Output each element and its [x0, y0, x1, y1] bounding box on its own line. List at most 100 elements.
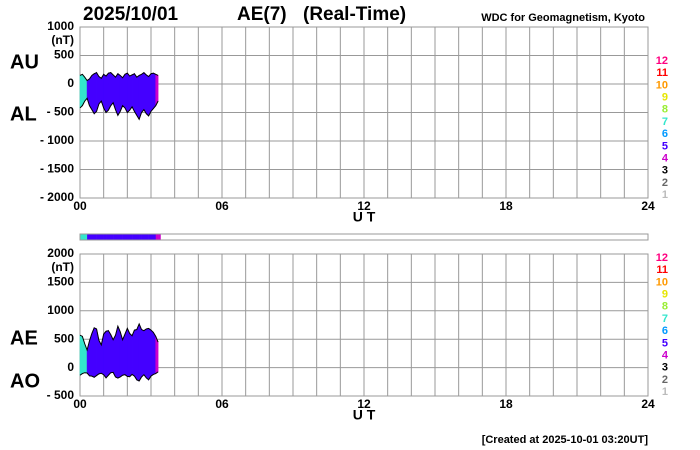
legend-entry: 2	[662, 374, 668, 386]
band-segment	[127, 72, 130, 114]
series-label: AE	[10, 327, 38, 349]
y-tick-label: 500	[54, 48, 74, 62]
x-tick-label: 06	[215, 199, 229, 213]
station-strip-segment	[143, 234, 147, 240]
band-segment	[127, 328, 130, 378]
station-strip-segment	[82, 234, 86, 240]
station-strip-segment	[84, 234, 88, 240]
station-strip-segment	[101, 234, 104, 240]
title-mode: (Real-Time)	[303, 4, 406, 25]
station-strip-segment	[96, 234, 100, 240]
band-segment	[91, 73, 95, 115]
band-segment	[143, 328, 147, 379]
band-segment	[145, 328, 149, 381]
legend-entry: 8	[662, 104, 668, 116]
station-strip-segment	[89, 234, 93, 240]
band-segment	[98, 340, 102, 375]
legend-entry: 9	[662, 92, 668, 104]
station-strip-frame	[79, 233, 649, 241]
band-segment	[112, 335, 116, 378]
legend-entry: 10	[656, 79, 668, 91]
legend-entry: 11	[656, 67, 668, 79]
legend-entry: 1	[662, 189, 668, 201]
band-segment	[79, 334, 83, 376]
band-segment	[124, 72, 128, 113]
station-strip-segment	[91, 234, 95, 240]
band-segment	[103, 73, 107, 113]
x-tick-label: 24	[641, 397, 655, 411]
band-segment	[105, 330, 109, 379]
x-tick-label: 00	[73, 199, 87, 213]
station-strip-segment	[139, 234, 142, 240]
plot-frame	[79, 253, 649, 397]
band-segment	[131, 329, 135, 377]
legend-entry: 11	[656, 264, 668, 276]
band-segment	[117, 326, 121, 379]
station-strip-segment	[141, 234, 145, 240]
band-segment	[93, 72, 97, 115]
band-segment	[93, 327, 97, 378]
y-tick-label: - 2000	[40, 190, 74, 204]
station-strip-segment	[106, 234, 109, 240]
legend-entry: 10	[656, 276, 668, 288]
band-segment	[122, 333, 126, 376]
band-segment	[105, 72, 109, 114]
station-strip-segment	[151, 234, 154, 240]
band-segment	[138, 323, 142, 383]
band-segment	[129, 332, 133, 378]
y-tick-label: - 1000	[40, 133, 74, 147]
series-label: AO	[10, 370, 40, 392]
station-strip-segment	[87, 234, 90, 240]
band-segment	[153, 72, 157, 110]
title-date: 2025/10/01	[83, 4, 179, 25]
legend-entry: 5	[662, 337, 668, 349]
band-segment	[153, 331, 157, 375]
band-segment	[98, 76, 102, 105]
band-segment	[141, 329, 145, 378]
y-tick-label: 0	[67, 76, 74, 90]
legend-entry: 4	[662, 153, 669, 165]
series-label: AL	[10, 103, 37, 125]
station-strip-segment	[108, 234, 112, 240]
station-strip-segment	[153, 234, 157, 240]
band-segment	[117, 73, 121, 117]
station-strip-segment	[115, 234, 119, 240]
y-tick-label: 1500	[47, 275, 74, 289]
x-tick-label: 18	[499, 199, 513, 213]
legend-entry: 12	[656, 55, 668, 67]
band-segment	[110, 71, 114, 107]
band-segment	[134, 72, 138, 117]
station-strip-segment	[155, 234, 159, 240]
legend-entry: 9	[662, 289, 668, 301]
legend-entry: 6	[662, 128, 668, 140]
band-segment	[79, 73, 83, 109]
band-segment	[89, 74, 93, 111]
band-segment	[108, 72, 112, 111]
band-segment	[134, 329, 138, 381]
y-tick-label: 1000	[47, 19, 74, 33]
legend-entry: 2	[662, 177, 668, 189]
x-tick-label: 24	[641, 199, 655, 213]
station-strip-segment	[122, 234, 126, 240]
band-segment	[148, 327, 152, 381]
y-tick-label: 2000	[47, 246, 74, 260]
band-segment	[150, 329, 154, 377]
band-segment	[115, 72, 119, 116]
y-tick-label: 1000	[47, 303, 74, 317]
station-strip-segment	[129, 234, 133, 240]
y-axis-unit: (nT)	[51, 33, 74, 47]
station-strip-segment	[103, 234, 107, 240]
station-strip-segment	[148, 234, 152, 240]
station-strip-segment	[146, 234, 149, 240]
series-outline	[79, 371, 159, 382]
station-strip-segment	[132, 234, 135, 240]
x-tick-label: 18	[499, 397, 513, 411]
legend-entry: 3	[662, 165, 668, 177]
series-outline	[79, 322, 159, 352]
legend-entry: 4	[662, 350, 669, 362]
y-tick-label: - 500	[47, 105, 75, 119]
source: WDC for Geomagnetism, Kyoto	[481, 12, 645, 24]
legend-entry: 7	[662, 116, 668, 128]
station-strip-segment	[120, 234, 123, 240]
